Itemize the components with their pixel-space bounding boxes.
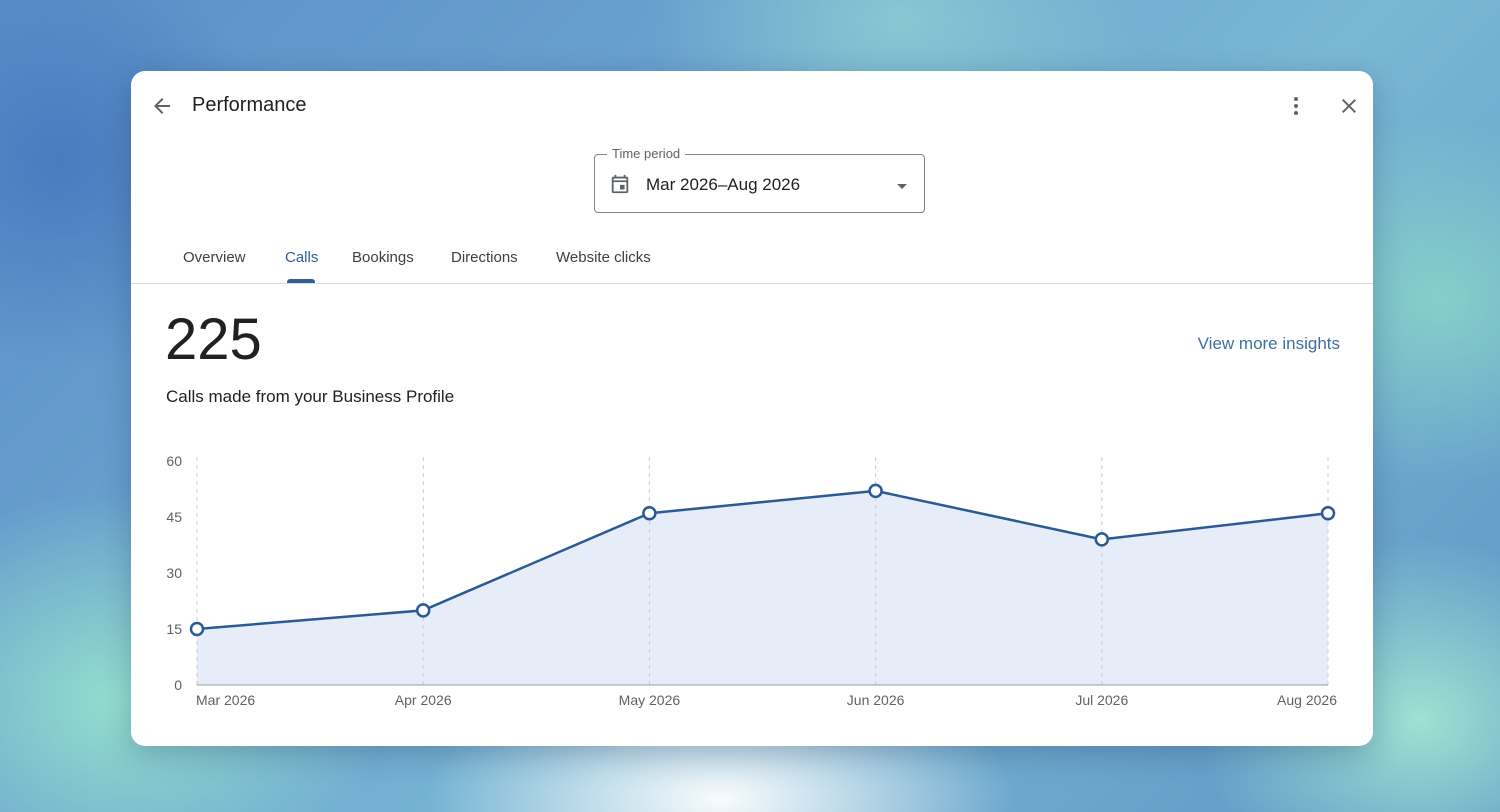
dropdown-arrow-icon xyxy=(895,179,909,197)
y-tick-label: 0 xyxy=(174,677,182,693)
area-fill xyxy=(197,490,1328,685)
total-calls-value: 225 xyxy=(165,307,262,372)
x-tick-label: Jul 2026 xyxy=(1075,692,1128,708)
tab-website-clicks[interactable]: Website clicks xyxy=(556,249,651,266)
x-tick-label: May 2026 xyxy=(619,692,681,708)
calls-line-chart: 0 15 30 45 60 Mar 2026 Apr 2026 May 2026 Jun 202… xyxy=(166,453,1337,708)
active-tab-indicator xyxy=(287,279,315,283)
data-point-apr-2026 xyxy=(415,603,431,618)
data-point-jul-2026 xyxy=(1094,532,1110,547)
data-point-aug-2026 xyxy=(1320,506,1336,521)
more-vert-icon[interactable] xyxy=(1281,91,1311,121)
tab-bookings[interactable]: Bookings xyxy=(352,249,414,266)
tab-calls[interactable]: Calls xyxy=(285,249,319,266)
x-tick-label: Mar 2026 xyxy=(196,692,255,708)
time-period-label: Time period xyxy=(607,146,686,161)
close-icon[interactable] xyxy=(1334,91,1364,121)
time-period-select[interactable]: Time period Mar 2026–Aug 2026 xyxy=(594,146,925,213)
arrow-back-icon[interactable] xyxy=(147,91,177,121)
data-point-mar-2026 xyxy=(189,621,205,637)
tab-bar: Overview Calls Bookings Directions Websi… xyxy=(131,231,1373,284)
view-more-insights-link[interactable]: View more insights xyxy=(1197,334,1340,353)
dialog-title: Performance xyxy=(192,94,307,116)
total-calls-caption: Calls made from your Business Profile xyxy=(166,387,455,406)
calendar-icon xyxy=(609,173,631,200)
y-tick-label: 30 xyxy=(166,565,182,581)
data-point-jun-2026 xyxy=(868,483,883,499)
y-tick-label: 45 xyxy=(166,509,182,525)
performance-dialog: Performance Time period Mar 2026–Aug 202… xyxy=(131,71,1373,746)
data-point-may-2026 xyxy=(642,506,657,521)
y-tick-label: 15 xyxy=(166,621,182,637)
x-tick-label: Aug 2026 xyxy=(1277,692,1337,708)
x-tick-label: Jun 2026 xyxy=(847,692,905,708)
tab-directions[interactable]: Directions xyxy=(451,249,518,266)
tab-overview[interactable]: Overview xyxy=(183,249,246,266)
x-tick-label: Apr 2026 xyxy=(395,692,452,708)
y-tick-label: 60 xyxy=(166,453,182,469)
series-line xyxy=(196,489,1329,631)
time-period-value: Mar 2026–Aug 2026 xyxy=(646,175,801,194)
